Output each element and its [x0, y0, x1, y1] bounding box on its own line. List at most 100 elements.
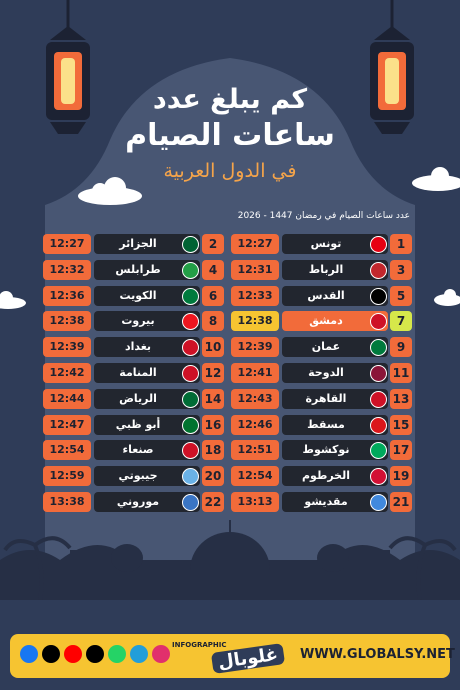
city-name: الجزائر: [94, 234, 200, 254]
city-name: الرياض: [94, 388, 200, 409]
flag: [182, 416, 199, 434]
time: 12:33: [231, 285, 279, 306]
city-name: مقديشو: [282, 492, 388, 512]
city-name: القدس: [282, 285, 388, 306]
city-name: الدوحة: [282, 363, 388, 383]
subtitle: عدد ساعات الصيام في رمضان 1447 - 2026: [237, 211, 410, 221]
time: 12:51: [231, 440, 279, 461]
flag: [182, 236, 199, 253]
time: 12:44: [43, 388, 91, 409]
city-name: صنعاء: [94, 440, 200, 461]
city-name: بغداد: [94, 337, 200, 358]
time: 12:38: [43, 311, 91, 332]
flag: [182, 313, 199, 331]
time: 12:42: [43, 363, 91, 383]
city-name: تونس: [282, 234, 388, 254]
rank: 8: [202, 311, 224, 332]
flag: [182, 261, 199, 279]
time: 12:36: [43, 285, 91, 306]
rank: 20: [202, 466, 224, 487]
city-name: أبو ظبي: [94, 414, 200, 435]
footer-url[interactable]: WWW.GLOBALSY.NET: [300, 647, 455, 662]
city-name: مسقط: [282, 414, 388, 435]
time: 12:43: [231, 388, 279, 409]
social-icon: [152, 645, 170, 663]
flag: [182, 442, 199, 460]
time: 12:38: [231, 311, 279, 332]
time: 12:54: [231, 466, 279, 487]
city-name: بيروت: [94, 311, 200, 332]
flag: [182, 339, 199, 357]
flag: [370, 313, 387, 331]
rank: 10: [202, 337, 224, 358]
time: 12:39: [43, 337, 91, 358]
flag: [370, 261, 387, 279]
time: 13:13: [231, 492, 279, 512]
flag: [370, 365, 387, 382]
flag: [370, 468, 387, 486]
rank: 3: [390, 259, 412, 280]
flag: [182, 287, 199, 305]
mosque: [0, 520, 460, 608]
rank: 2: [202, 234, 224, 254]
social-icon: [86, 645, 104, 663]
social-icon: [42, 645, 60, 663]
city-name: موروني: [94, 492, 200, 512]
social-icon: [130, 645, 148, 663]
time: 12:39: [231, 337, 279, 358]
city-name: المنامة: [94, 363, 200, 383]
time: 12:46: [231, 414, 279, 435]
rank: 22: [202, 492, 224, 512]
time: 12:27: [231, 234, 279, 254]
city-name: نوكشوط: [282, 440, 388, 461]
time: 13:38: [43, 492, 91, 512]
lantern-left: [46, 0, 90, 134]
title-line: كم يبلغ عدد: [152, 84, 308, 115]
lantern-right: [370, 0, 414, 134]
flag: [370, 287, 387, 305]
city-name: طرابلس: [94, 259, 200, 280]
flag: [370, 494, 387, 511]
flag: [370, 236, 387, 253]
city-name: جيبوتي: [94, 466, 200, 487]
rank: 15: [390, 414, 412, 435]
flag: [370, 416, 387, 434]
flag: [182, 365, 199, 382]
time: 12:54: [43, 440, 91, 461]
flag: [370, 339, 387, 357]
flag: [182, 468, 199, 486]
footer-tag: INFOGRAPHIC: [172, 641, 227, 649]
time: 12:27: [43, 234, 91, 254]
rank: 5: [390, 285, 412, 306]
flag: [370, 390, 387, 408]
rank: 4: [202, 259, 224, 280]
time: 12:59: [43, 466, 91, 487]
time: 12:41: [231, 363, 279, 383]
time: 12:47: [43, 414, 91, 435]
rank: 12: [202, 363, 224, 383]
rank: 1: [390, 234, 412, 254]
flag: [370, 442, 387, 460]
rank: 13: [390, 388, 412, 409]
rank: 21: [390, 492, 412, 512]
city-name: الكويت: [94, 285, 200, 306]
rank: 16: [202, 414, 224, 435]
rank: 18: [202, 440, 224, 461]
city-name: القاهرة: [282, 388, 388, 409]
rank: 6: [202, 285, 224, 306]
city-name: الرباط: [282, 259, 388, 280]
time: 12:32: [43, 259, 91, 280]
time: 12:31: [231, 259, 279, 280]
city-name: الخرطوم: [282, 466, 388, 487]
title-line: ساعات الصيام: [125, 118, 335, 153]
flag: [182, 390, 199, 408]
rank: 14: [202, 388, 224, 409]
flag: [182, 494, 199, 511]
social-icon: [20, 645, 38, 663]
city-name: عمان: [282, 337, 388, 358]
social-icon: [64, 645, 82, 663]
rank: 17: [390, 440, 412, 461]
rank: 7: [390, 311, 412, 332]
title-line: في الدول العربية: [163, 160, 297, 182]
